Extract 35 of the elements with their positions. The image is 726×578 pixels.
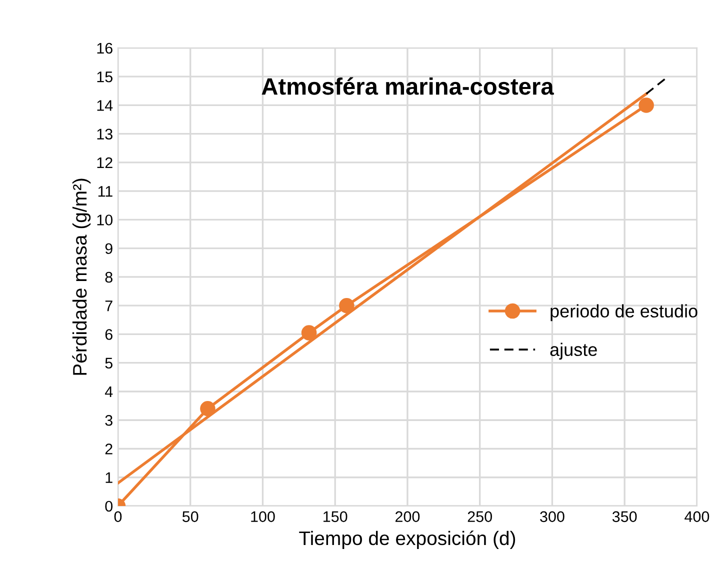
legend-label: periodo de estudio	[550, 304, 698, 322]
x-tick-label: 100	[251, 511, 275, 522]
y-tick-label: 4	[104, 386, 113, 398]
x-tick-label: 200	[395, 511, 420, 522]
x-tick-label: 300	[540, 511, 564, 522]
point	[638, 98, 654, 113]
x-tick-label: 250	[468, 511, 492, 522]
y-tick-label: 11	[98, 186, 112, 197]
y-tick-label: 8	[105, 272, 112, 283]
y-tick-label: 6	[105, 329, 112, 340]
y-tick-label: 15	[97, 72, 112, 82]
y-tick-label: 14	[97, 100, 113, 111]
y-axis-title: Pérdidade masa (g/m²)	[72, 178, 91, 375]
y-tick-label: 12	[97, 157, 112, 168]
x-tick-label: 0	[114, 511, 122, 522]
y-tick-label: 9	[105, 243, 112, 254]
x-tick-label: 350	[612, 511, 637, 522]
point	[339, 298, 354, 314]
y-tick-label: 1	[106, 472, 112, 483]
y-tick-label: 7	[105, 300, 112, 312]
y-tick-label: 3	[105, 414, 112, 426]
x-tick-label: 50	[182, 511, 198, 522]
y-tick-label: 13	[97, 128, 112, 140]
x-tick-label: 150	[324, 511, 348, 522]
y-tick-label: 0	[105, 500, 113, 512]
legend-label: ajuste	[550, 342, 597, 360]
y-tick-label: 5	[105, 358, 112, 369]
point	[200, 401, 216, 416]
x-tick-label: 400	[684, 511, 710, 522]
point	[301, 325, 317, 340]
text: Atmosféra marina-costera	[262, 77, 554, 95]
x-axis-title: Tiempo de exposición (d)	[299, 530, 516, 549]
y-tick-label: 16	[97, 42, 112, 54]
y-tick-label: 2	[105, 444, 112, 454]
y-tick-label: 10	[97, 214, 113, 226]
